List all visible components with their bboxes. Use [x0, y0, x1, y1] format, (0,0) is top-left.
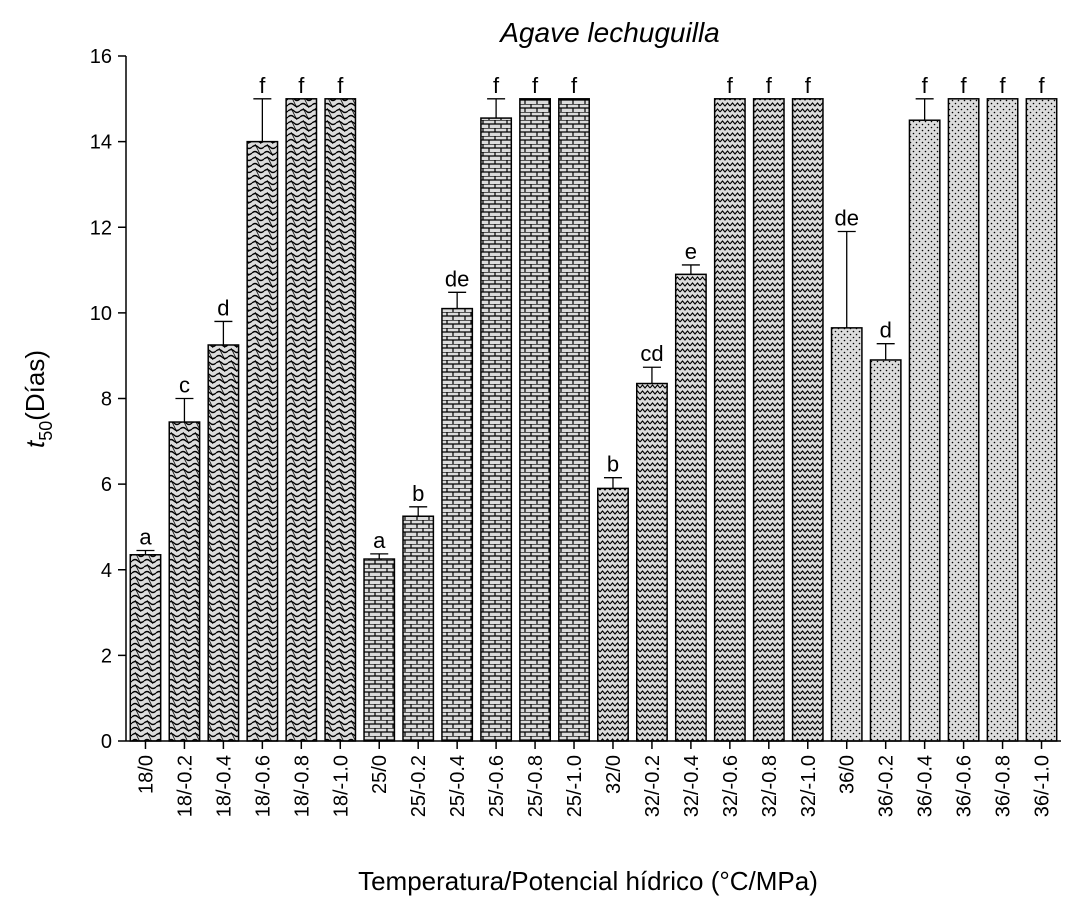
bar — [947, 98, 980, 742]
significance-label: f — [766, 73, 773, 98]
y-axis-title-unit: (Días) — [20, 350, 50, 421]
y-axis-title-subscript: 50 — [36, 421, 56, 441]
y-tick-label: 6 — [101, 474, 112, 496]
bar — [908, 119, 941, 742]
bar — [519, 98, 552, 742]
x-tick-label: 25/0 — [369, 755, 391, 794]
significance-label: f — [1000, 73, 1007, 98]
x-axis-ticks: 18/0 18/-0.2 18/-0.4 18/-0.6 18/-0.8 18/-1.0 2… — [135, 741, 1054, 817]
significance-label: f — [1038, 73, 1045, 98]
significance-label: f — [805, 73, 812, 98]
bar — [635, 382, 668, 742]
x-tick-label: 18/-0.6 — [252, 755, 274, 817]
bar — [558, 98, 590, 742]
x-tick-label: 36/-0.8 — [993, 755, 1015, 817]
x-tick-label: 36/-0.6 — [954, 755, 976, 817]
bar — [402, 515, 435, 742]
x-tick-label: 25/-0.8 — [525, 755, 547, 817]
x-tick-label: 36/0 — [837, 755, 859, 794]
significance-label: b — [412, 481, 424, 506]
significance-label: cd — [640, 341, 663, 366]
y-tick-label: 10 — [90, 303, 112, 325]
significance-label: d — [880, 318, 892, 343]
bar — [441, 307, 474, 742]
bar — [129, 554, 162, 742]
bar — [791, 98, 824, 742]
bar — [869, 359, 902, 742]
bar — [324, 98, 357, 742]
bar — [363, 558, 396, 742]
x-tick-label: 32/-0.6 — [720, 755, 742, 817]
x-tick-label: 25/-1.0 — [564, 755, 586, 817]
chart-title: Agave lechuguilla — [498, 17, 720, 48]
x-tick-label: 18/-0.2 — [174, 755, 196, 817]
bar — [285, 98, 318, 742]
significance-label: f — [298, 73, 305, 98]
significance-label: f — [922, 73, 929, 98]
significance-label: f — [493, 73, 500, 98]
significance-label: b — [607, 452, 619, 477]
significance-label: f — [727, 73, 734, 98]
bar — [480, 117, 513, 742]
bar — [752, 98, 785, 742]
y-tick-label: 0 — [101, 731, 112, 753]
x-tick-label: 32/-0.8 — [759, 755, 781, 817]
x-tick-label: 18/-0.4 — [213, 755, 235, 817]
significance-label: f — [532, 73, 539, 98]
significance-label: f — [961, 73, 968, 98]
bar — [830, 327, 863, 742]
significance-label: de — [445, 266, 469, 291]
x-tick-label: 32/-1.0 — [798, 755, 820, 817]
significance-label: f — [337, 73, 344, 98]
x-tick-label: 32/0 — [603, 755, 625, 794]
x-tick-label: 25/-0.6 — [486, 755, 508, 817]
y-tick-label: 14 — [90, 132, 112, 154]
x-tick-label: 36/-0.2 — [876, 755, 898, 817]
bar — [168, 421, 201, 742]
bar — [246, 140, 279, 742]
bar — [986, 98, 1019, 742]
significance-label: a — [139, 524, 152, 549]
x-axis-title: Temperatura/Potencial hídrico (°C/MPa) — [358, 866, 818, 896]
bar — [1025, 98, 1058, 742]
bar — [597, 487, 629, 742]
bar — [713, 98, 746, 742]
y-tick-label: 4 — [101, 560, 112, 582]
y-axis-title: t50(Días) — [20, 350, 56, 448]
significance-label: e — [685, 239, 697, 264]
x-tick-label: 36/-1.0 — [1032, 755, 1054, 817]
significance-label: f — [259, 73, 266, 98]
bar — [674, 273, 707, 742]
x-tick-label: 25/-0.2 — [408, 755, 430, 817]
x-tick-label: 25/-0.4 — [447, 755, 469, 817]
y-tick-label: 8 — [101, 389, 112, 411]
significance-label: c — [179, 373, 190, 398]
x-tick-label: 36/-0.4 — [915, 755, 937, 817]
x-tick-label: 32/-0.2 — [642, 755, 664, 817]
y-tick-label: 2 — [101, 645, 112, 667]
significance-label: a — [373, 528, 386, 553]
x-tick-label: 18/-0.8 — [291, 755, 313, 817]
bar — [207, 344, 240, 742]
y-tick-label: 16 — [90, 46, 112, 68]
y-tick-label: 12 — [90, 217, 112, 239]
significance-label: f — [571, 73, 578, 98]
x-tick-label: 18/0 — [135, 755, 157, 794]
x-tick-label: 32/-0.4 — [681, 755, 703, 817]
y-axis-ticks: 0 2 4 6 8 10 12 14 16 — [90, 46, 126, 753]
x-tick-label: 18/-1.0 — [330, 755, 352, 817]
significance-label: d — [217, 295, 229, 320]
significance-label: de — [834, 206, 858, 231]
y-axis-title-main: t — [20, 439, 50, 448]
